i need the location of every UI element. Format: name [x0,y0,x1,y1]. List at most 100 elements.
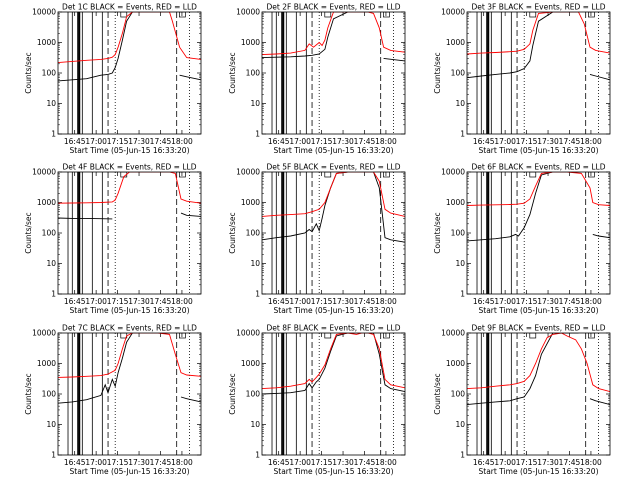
x-tick-label: 18:00 [580,297,602,306]
x-tick-label: 17:45 [150,137,172,146]
x-tick-label: 17:45 [150,297,172,306]
plot-area [467,12,610,134]
events-series-line [58,12,201,82]
x-tick-label: 17:30 [128,137,150,146]
plot-area [262,172,405,294]
plot-frame [57,332,202,456]
chart-title: Det 8F BLACK = Events, RED = LLD [267,324,401,333]
saturation-flag [588,333,595,339]
lld-series-line [58,172,201,204]
plot-frame [261,11,406,135]
x-tick-label: 17:30 [128,297,150,306]
saturation-flag [529,12,537,18]
x-axis-label: Start Time (05-Jun-15 16:33:20) [70,306,190,315]
x-tick-label: 17:30 [537,297,559,306]
plot-area [467,333,610,455]
saturation-flag [383,333,390,339]
y-tick-label: 1000 [37,359,56,368]
x-axis-label: Start Time (05-Jun-15 16:33:20) [274,146,394,155]
x-axis-label: Start Time (05-Jun-15 16:33:20) [70,467,190,476]
x-tick-label: 17:30 [537,458,559,467]
saturation-flag [383,172,390,178]
y-tick-label: 1 [255,130,260,139]
y-tick-label: 10 [455,99,465,108]
lld-series-line [58,12,201,64]
y-tick-label: 1 [51,130,56,139]
y-tick-label: 10 [455,420,465,429]
saturation-flag [179,12,186,18]
chart-panel-1: Det 1C BLACK = Events, RED = LLD Counts/s… [24,3,202,155]
y-tick-label: 10 [46,259,56,268]
plot-area [262,333,405,455]
plot-frame [57,11,202,135]
events-series-line [467,333,610,406]
x-axis-label: Start Time (05-Jun-15 16:33:20) [479,146,599,155]
x-tick-label: 17:00 [289,297,311,306]
y-tick-label: 100 [42,229,57,238]
chart-panel-5: Det 5F BLACK = Events, RED = LLD Counts/s… [228,163,406,315]
lld-series-line [467,172,610,206]
y-axis-label: Counts/sec [433,373,442,414]
events-series-line [262,172,405,243]
x-tick-label: 16:45 [64,137,86,146]
lld-series-line [262,172,405,217]
x-tick-label: 17:15 [516,458,538,467]
plot-frame [466,171,611,295]
plot-frame [57,171,202,295]
lld-series-line [58,333,201,378]
x-tick-label: 18:00 [171,458,193,467]
saturation-flag [179,333,186,339]
x-tick-label: 17:45 [559,297,581,306]
y-tick-label: 100 [451,69,466,78]
x-tick-label: 17:45 [354,137,376,146]
chart-title: Det 7C BLACK = Events, RED = LLD [62,324,197,333]
y-tick-label: 100 [42,390,57,399]
y-tick-label: 1000 [446,198,465,207]
x-tick-label: 17:30 [332,297,354,306]
lld-series-line [262,333,405,390]
x-tick-label: 17:15 [311,137,333,146]
y-tick-label: 10000 [32,329,56,338]
x-tick-label: 17:15 [516,297,538,306]
y-axis-label: Counts/sec [24,212,33,253]
saturation-flag [529,333,537,339]
y-tick-label: 100 [451,390,466,399]
chart-panel-9: Det 9F BLACK = Events, RED = LLD Counts/s… [433,324,611,476]
x-tick-label: 17:00 [85,458,107,467]
x-tick-label: 17:45 [150,458,172,467]
x-tick-label: 17:45 [354,458,376,467]
y-axis-label: Counts/sec [433,212,442,253]
saturation-flag [179,172,186,178]
y-tick-label: 10000 [236,8,260,17]
x-tick-label: 17:30 [332,458,354,467]
chart-panel-6: Det 6F BLACK = Events, RED = LLD Counts/s… [433,163,611,315]
x-tick-label: 16:45 [473,137,495,146]
chart-panel-2: Det 2F BLACK = Events, RED = LLD Counts/s… [228,3,406,155]
chart-title: Det 6F BLACK = Events, RED = LLD [472,163,606,172]
x-tick-label: 17:00 [85,297,107,306]
plot-area [467,172,610,294]
chart-title: Det 9F BLACK = Events, RED = LLD [472,324,606,333]
x-tick-label: 17:30 [128,458,150,467]
saturation-flag [324,12,332,18]
x-tick-label: 18:00 [171,137,193,146]
x-tick-label: 17:00 [289,137,311,146]
y-tick-label: 1 [460,130,465,139]
x-tick-label: 17:30 [537,137,559,146]
events-series-line [262,12,405,62]
x-axis-label: Start Time (05-Jun-15 16:33:20) [70,146,190,155]
y-tick-label: 10 [250,99,260,108]
chart-title: Det 2F BLACK = Events, RED = LLD [267,3,401,12]
y-tick-label: 10 [455,259,465,268]
y-tick-label: 1000 [446,359,465,368]
x-axis-label: Start Time (05-Jun-15 16:33:20) [479,467,599,476]
x-axis-label: Start Time (05-Jun-15 16:33:20) [479,306,599,315]
events-series-line [58,212,201,220]
x-tick-label: 18:00 [375,458,397,467]
y-tick-label: 10000 [236,168,260,177]
x-tick-label: 17:15 [311,297,333,306]
y-tick-label: 1 [255,451,260,460]
y-tick-label: 1000 [37,38,56,47]
x-tick-label: 17:15 [311,458,333,467]
saturation-flag [120,12,128,18]
